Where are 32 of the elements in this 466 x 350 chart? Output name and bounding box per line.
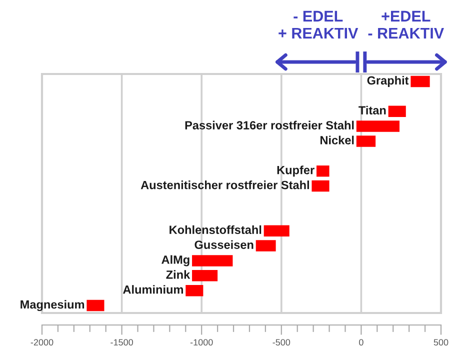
bar	[356, 120, 400, 132]
bar	[256, 240, 276, 252]
bar	[264, 225, 290, 236]
y-tick-label: Magnesium	[20, 300, 84, 312]
y-tick-label: Gusseisen	[194, 240, 254, 249]
bar	[312, 180, 330, 192]
x-tick-label: -1500	[110, 339, 133, 346]
y-tick-label: Passiver 316er rostfreier Stahl	[185, 120, 354, 130]
bar	[192, 255, 233, 266]
bar	[86, 300, 104, 312]
x-tick-label: -500	[272, 339, 290, 346]
bar	[388, 106, 406, 117]
x-tick-label: 0	[359, 339, 364, 346]
text: - EDEL + REAKTIV	[278, 10, 358, 38]
text: +EDEL - REAKTIV	[368, 10, 444, 38]
x-tick-label: 500	[434, 339, 448, 346]
y-tick-label: Austenitischer rostfreier Stahl	[140, 180, 309, 190]
x-tick-label: -1000	[190, 339, 213, 346]
y-tick-label: Zink	[166, 270, 190, 279]
bar	[356, 136, 376, 147]
y-tick-label: Kupfer	[277, 166, 314, 177]
y-tick-label: AlMg	[162, 255, 190, 266]
bar	[192, 270, 218, 282]
bar	[316, 165, 330, 177]
bar	[410, 76, 430, 88]
y-tick-label: Titan	[358, 106, 386, 115]
y-tick-label: Nickel	[320, 136, 354, 144]
y-tick-label: Kohlenstoffstahl	[170, 225, 262, 234]
x-tick-label: -2000	[30, 339, 54, 346]
y-tick-label: Aluminium	[123, 285, 183, 294]
bar	[186, 284, 204, 296]
y-tick-label: Graphit	[367, 76, 409, 87]
